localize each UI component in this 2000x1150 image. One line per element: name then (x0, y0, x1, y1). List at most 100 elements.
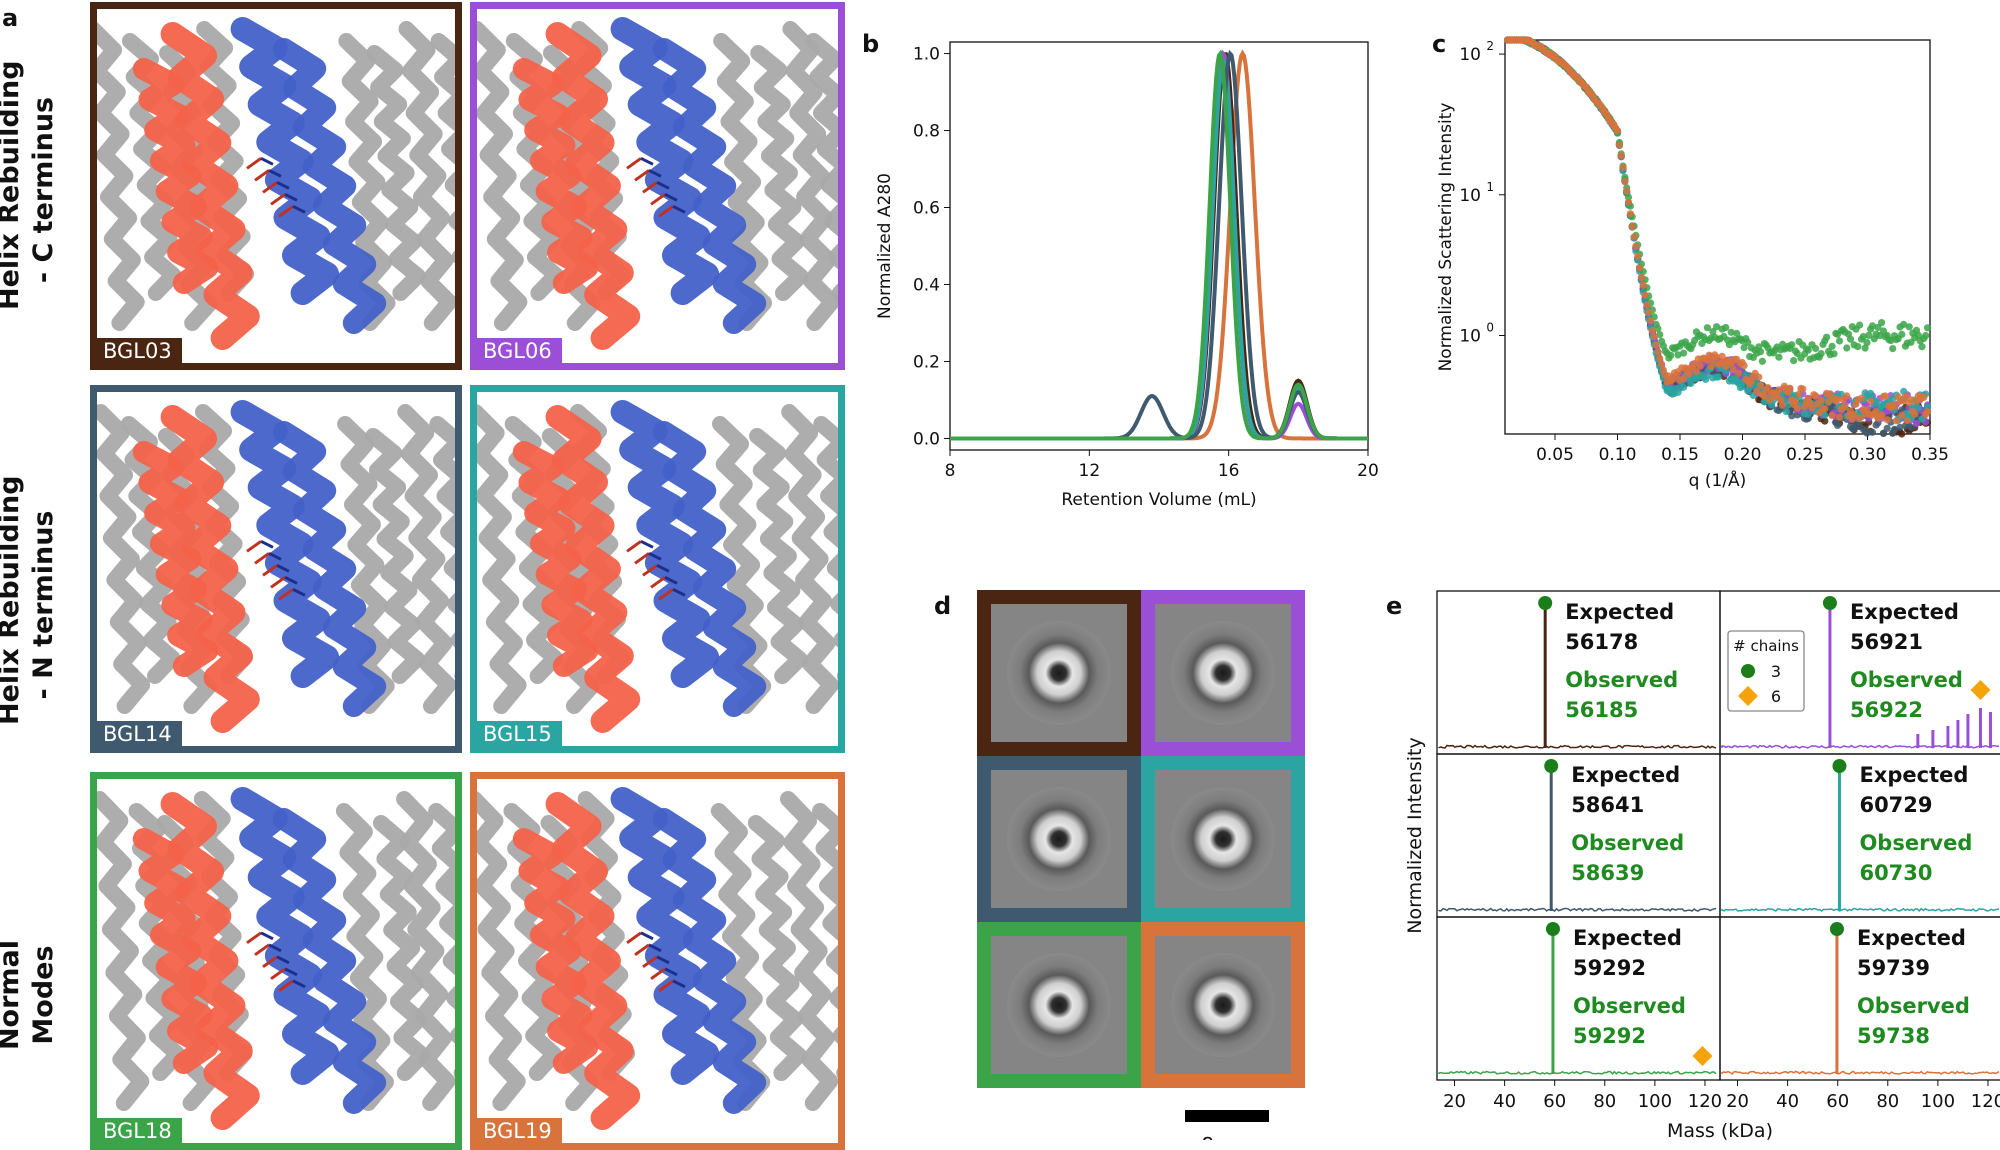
helix-ribbon (132, 58, 219, 294)
sidechain-stick (664, 192, 678, 202)
protein-cartoon (97, 787, 455, 1130)
saxs-point (1641, 291, 1649, 299)
helix-ribbon (477, 21, 528, 331)
y-tick-exponent: 0 (1486, 321, 1494, 335)
mass-spec-panel: Expected 56178 Observed 56185 Expected 56921 O… (1404, 590, 2000, 1142)
spectrum-baseline (1438, 907, 1717, 913)
sidechain-stick (246, 157, 262, 170)
x-axis-label: Mass (kDa) (1667, 1120, 1773, 1142)
saxs-point (1857, 394, 1866, 402)
saxs-point (1865, 331, 1873, 339)
saxs-point (1757, 381, 1765, 389)
x-tick-label: 16 (1218, 461, 1240, 481)
sidechain-stick (270, 967, 286, 981)
hexamer-marker (1692, 1046, 1713, 1066)
saxs-point (1828, 342, 1836, 350)
helix-ribbon (132, 828, 219, 1074)
saxs-point (1817, 350, 1825, 358)
legend-hexamer-marker (1738, 686, 1758, 706)
helix-ribbon (610, 17, 720, 305)
helix-ribbon (610, 400, 720, 688)
saxs-point (1828, 411, 1836, 419)
saxs-point (1782, 408, 1790, 416)
y-tick-label: 10 (1459, 327, 1481, 347)
saxs-point (1696, 362, 1704, 370)
saxs-point (1824, 397, 1833, 406)
trimer-marker (1545, 922, 1560, 936)
saxs-point (1703, 372, 1711, 380)
saxs-point (1619, 163, 1627, 171)
saxs-point (1799, 385, 1807, 393)
sidechain-stick (656, 955, 670, 965)
row-label-normal-modes: Normal Modes (0, 895, 63, 1095)
observed-label: Observed (1573, 994, 1686, 1018)
saxs-point (1923, 324, 1932, 332)
saxs-point (1685, 370, 1693, 378)
helix-ribbon (577, 791, 636, 1081)
saxs-point (1898, 330, 1906, 338)
observed-mass: 59738 (1857, 1024, 1930, 1048)
saxs-point (1911, 410, 1919, 418)
expected-mass: 56921 (1850, 630, 1923, 654)
panel-label-e: e (1386, 592, 1403, 620)
saxs-point (1788, 412, 1796, 420)
saxs-point (1636, 264, 1644, 272)
saxs-chart: 0.05 0.10 0.15 0.20 0.25 0.30 0.35 10 2 10 1 10 0 q (… (1436, 36, 1949, 491)
saxs-point (1830, 403, 1838, 411)
saxs-point (1817, 396, 1825, 404)
structure-tile-bgl14: BGL14 (90, 385, 462, 753)
x-tick-label: 100 (1638, 1091, 1672, 1112)
y-axis-label: Normalized A280 (875, 173, 895, 319)
sec-chart: 8 12 16 20 0.0 0.2 0.4 0.6 0.8 1.0 Retention Volum… (875, 41, 1379, 510)
sidechain-stick (260, 539, 274, 549)
helix-ribbon (747, 815, 807, 1081)
helix-ribbon (97, 791, 150, 1111)
design-label: BGL14 (97, 721, 182, 746)
saxs-point (1898, 411, 1906, 419)
sidechain-stick (246, 931, 262, 945)
sidechain-stick (260, 156, 274, 166)
saxs-point (1624, 198, 1633, 206)
spectrum-baseline (1721, 744, 2000, 749)
saxs-point (1791, 397, 1799, 405)
helix-ribbon (652, 421, 767, 717)
saxs-point (1637, 273, 1645, 282)
y-tick-label: 10 (1459, 45, 1481, 65)
saxs-point (1775, 353, 1783, 361)
saxs-point (1900, 320, 1908, 328)
helix-ribbon (160, 792, 260, 1130)
x-tick-label: 0.25 (1786, 445, 1824, 465)
saxs-point (1812, 344, 1820, 353)
protein-cartoon (97, 400, 455, 733)
x-axis-label: q (1/Å) (1689, 469, 1747, 491)
protein-cartoon (97, 17, 455, 350)
panel-label-d: d (934, 592, 952, 620)
saxs-point (1709, 328, 1717, 336)
saxs-point (1647, 317, 1655, 325)
y-tick-exponent: 2 (1486, 39, 1494, 53)
saxs-point (1779, 401, 1787, 409)
sidechain-stick (658, 979, 674, 993)
saxs-point (1914, 404, 1922, 412)
saxs-point (1788, 341, 1796, 349)
helix-ribbon (396, 791, 455, 1111)
saxs-point (1821, 411, 1829, 419)
x-tick-label: 80 (1876, 1091, 1899, 1112)
helix-ribbon (373, 815, 431, 1081)
helix-ribbon (652, 38, 767, 334)
sidechain-stick (672, 204, 686, 214)
saxs-point (1804, 410, 1812, 418)
saxs-point (1867, 389, 1875, 397)
saxs-point (1628, 222, 1636, 231)
saxs-point (1922, 332, 1930, 340)
sidechain-stick (292, 587, 306, 597)
saxs-point (1707, 362, 1715, 370)
saxs-point (1843, 392, 1851, 400)
saxs-point (1623, 187, 1631, 195)
sidechain-stick (254, 552, 270, 565)
sidechain-stick (650, 576, 666, 589)
helix-ribbon (366, 45, 426, 301)
y-tick-label: 0.2 (913, 352, 940, 372)
helix-ribbon (512, 828, 599, 1074)
sidechain-stick (648, 551, 662, 561)
